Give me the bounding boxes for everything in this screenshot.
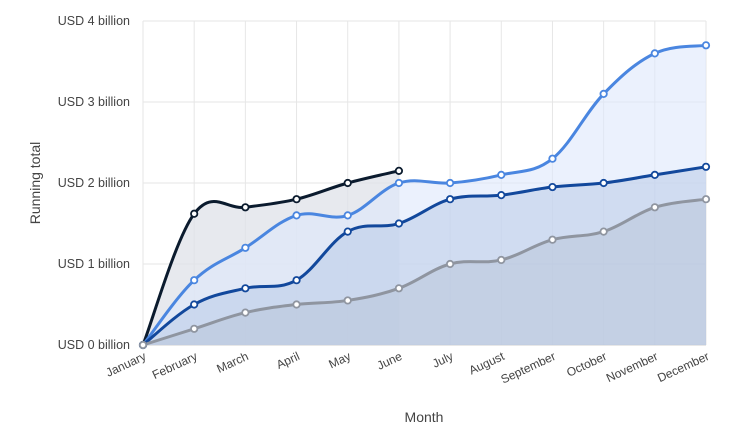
series-4-point-october[interactable] — [599, 227, 608, 236]
series-4-point-may[interactable] — [343, 296, 352, 305]
x-axis-title: Month — [405, 409, 444, 425]
y-axis-title: Running total — [27, 142, 43, 225]
series-2-point-november[interactable] — [650, 49, 659, 58]
x-tick-label-september: September — [499, 349, 558, 386]
series-4-point-september[interactable] — [548, 235, 557, 244]
series-4-point-january[interactable] — [138, 340, 148, 350]
y-tick-label: USD 0 billion — [58, 338, 130, 352]
series-2-point-march[interactable] — [241, 243, 250, 252]
x-tick-label-november: November — [604, 349, 660, 385]
y-tick-label: USD 1 billion — [58, 257, 130, 271]
x-tick-label-october: October — [564, 349, 609, 380]
series-4-point-november[interactable] — [650, 203, 659, 212]
x-tick-label-july: July — [430, 349, 455, 371]
y-axis-tick-labels: USD 0 billion USD 1 billion USD 2 billion U… — [58, 14, 130, 352]
series-4-point-march[interactable] — [241, 308, 250, 317]
series-2-point-august[interactable] — [497, 170, 506, 179]
x-tick-label-december: December — [655, 349, 711, 385]
series-4-point-december[interactable] — [701, 195, 711, 204]
series-2-point-september[interactable] — [548, 154, 557, 163]
x-tick-label-june: June — [375, 349, 405, 373]
series-3-point-april[interactable] — [292, 276, 301, 285]
series-lines — [141, 43, 708, 347]
series-1-point-february[interactable] — [190, 209, 199, 218]
y-tick-label: USD 4 billion — [58, 14, 130, 28]
series-3-point-october[interactable] — [599, 178, 608, 188]
series-3-point-february[interactable] — [190, 300, 199, 309]
series-1-point-may[interactable] — [343, 178, 352, 188]
series-1-point-april[interactable] — [292, 195, 301, 204]
y-tick-label: USD 3 billion — [58, 95, 130, 109]
x-tick-label-february: February — [150, 349, 199, 382]
x-tick-label-april: April — [274, 349, 302, 372]
series-2-point-june[interactable] — [394, 178, 404, 188]
series-2-point-july[interactable] — [445, 178, 455, 188]
data-markers — [138, 41, 711, 350]
x-tick-label-january: January — [104, 349, 149, 380]
series-4-point-february[interactable] — [190, 324, 199, 333]
series-2-point-may[interactable] — [343, 211, 352, 220]
x-tick-label-may: May — [327, 349, 353, 371]
series-3-point-march[interactable] — [241, 284, 250, 293]
series-1-point-march[interactable] — [241, 203, 250, 212]
series-4-point-july[interactable] — [445, 259, 455, 269]
y-tick-label: USD 2 billion — [58, 176, 130, 190]
series-3-point-july[interactable] — [445, 195, 455, 204]
series-3-point-august[interactable] — [497, 191, 506, 200]
series-3-point-june[interactable] — [394, 219, 404, 228]
x-tick-label-march: March — [214, 349, 250, 376]
series-2-point-october[interactable] — [599, 89, 608, 99]
series-4-area — [143, 199, 706, 345]
series-4-point-june[interactable] — [394, 284, 404, 293]
series-2-point-february[interactable] — [190, 276, 199, 285]
series-4-point-april[interactable] — [292, 300, 301, 309]
series-2-point-april[interactable] — [292, 211, 301, 220]
series-1-point-june[interactable] — [394, 166, 404, 175]
series-2-point-december[interactable] — [701, 41, 711, 50]
series-3-point-may[interactable] — [343, 227, 352, 236]
area-fills — [143, 45, 706, 346]
x-axis-tick-labels: January February March April May June July Augu… — [104, 349, 712, 387]
series-3-point-november[interactable] — [650, 170, 659, 179]
series-4-line — [141, 197, 708, 347]
series-4-point-august[interactable] — [497, 255, 506, 265]
series-3-point-september[interactable] — [548, 182, 557, 192]
series-2-line — [141, 43, 708, 347]
series-3-point-december[interactable] — [701, 162, 711, 171]
